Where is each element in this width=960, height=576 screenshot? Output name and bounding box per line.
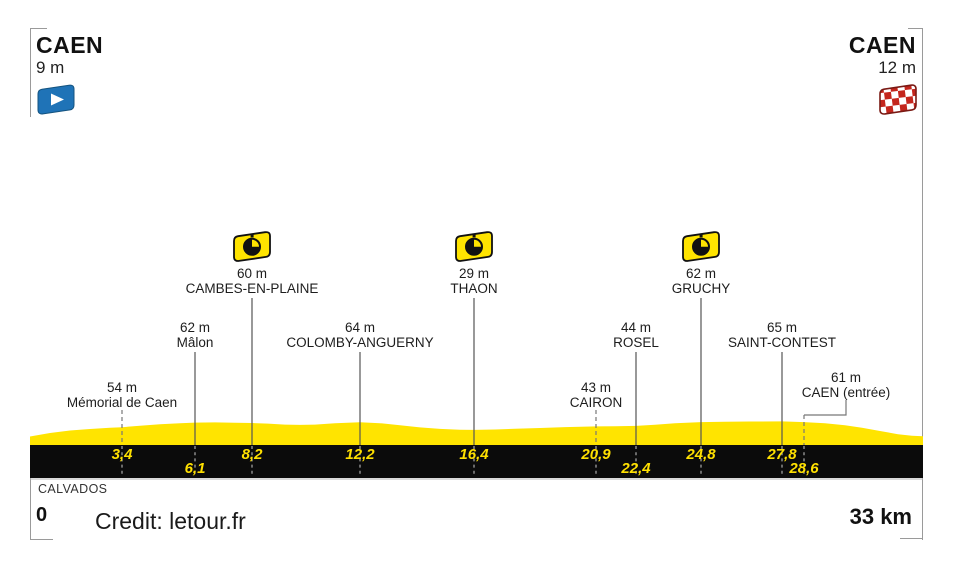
waypoint-rosel: 44 m ROSEL (613, 320, 659, 350)
frame-bracket-top-right (908, 28, 923, 540)
km-marker-8-2: 8,2 (241, 446, 263, 463)
timecheck-stopwatch-icon-thaon (455, 231, 493, 262)
waypoint-colomby-anguerny: 64 m COLOMBY-ANGUERNY (286, 320, 434, 350)
frame-bracket-bottom-right (900, 538, 922, 539)
km-marker-3-4: 3,4 (111, 446, 133, 463)
waypoint-gruchy: 62 m GRUCHY (671, 266, 731, 296)
km-marker-16-4: 16,4 (459, 446, 489, 463)
waypoint-connector-lines-solid (194, 298, 783, 445)
waypoint-cambes-en-plaine: 60 m CAMBES-EN-PLAINE (185, 266, 319, 296)
km-marker-28-6: 28,6 (789, 460, 819, 477)
region-label: CALVADOS (38, 482, 108, 496)
km-marker-20-9: 20,9 (581, 446, 611, 463)
waypoint-malon: 62 m Mâlon (176, 320, 214, 350)
waypoint-caen-entree: 61 m CAEN (entrée) (801, 370, 891, 400)
km-tick-lines (121, 446, 805, 477)
start-location: CAEN 9 m (36, 33, 103, 78)
finish-elevation: 12 m (878, 58, 916, 77)
distance-bar (30, 445, 923, 478)
km-marker-24-8: 24,8 (686, 446, 716, 463)
start-elevation: 9 m (36, 58, 65, 77)
start-flag-icon (37, 84, 75, 115)
waypoint-memorial-de-caen: 54 m Mémorial de Caen (66, 380, 178, 410)
start-km-label: 0 (36, 504, 48, 526)
credit-text: Credit: letour.fr (95, 508, 246, 534)
elevation-profile-area (30, 421, 923, 446)
timecheck-stopwatch-icon-cambes (233, 231, 271, 262)
finish-name: CAEN (848, 32, 916, 58)
waypoint-cairon: 43 m CAIRON (569, 380, 623, 410)
total-distance-label: 33 km (849, 504, 912, 529)
frame-bracket-bottom-left (30, 468, 53, 540)
timecheck-stopwatch-icon-gruchy (682, 231, 720, 262)
caen-entree-leader-line (804, 400, 847, 416)
finish-location: CAEN 12 m (849, 33, 916, 78)
km-marker-22-4: 22,4 (621, 460, 651, 477)
km-marker-27-8: 27,8 (767, 446, 797, 463)
frame-bracket-top-left (30, 28, 47, 117)
km-marker-12-2: 12,2 (345, 446, 375, 463)
finish-flag-icon (879, 84, 917, 115)
waypoint-saint-contest: 65 m SAINT-CONTEST (727, 320, 837, 350)
waypoint-thaon: 29 m THAON (450, 266, 498, 296)
waypoint-connector-lines-dashed (121, 410, 805, 445)
km-marker-6-1: 6,1 (184, 460, 206, 477)
start-name: CAEN (36, 32, 104, 58)
